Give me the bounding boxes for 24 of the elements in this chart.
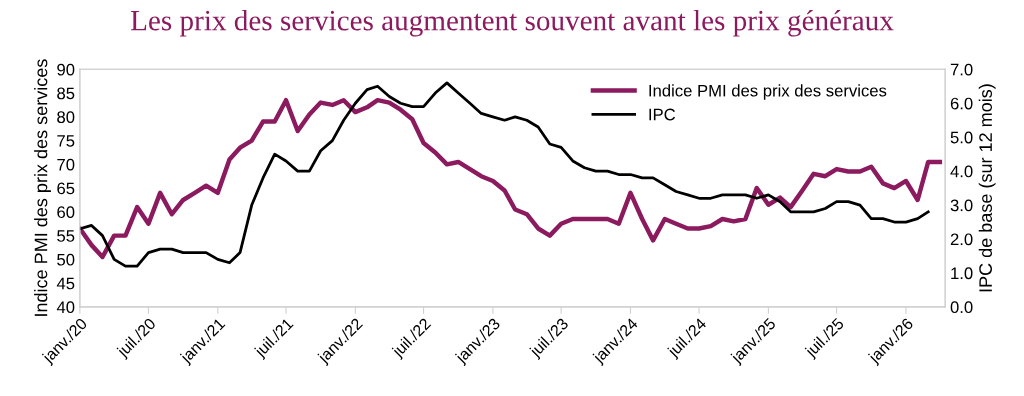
y-tick-label: 90 xyxy=(57,63,75,76)
y2-axis-title: IPC de base (sur 12 mois) xyxy=(978,84,996,292)
y2-tick-label: 4.0 xyxy=(950,165,973,178)
y-tick-label: 50 xyxy=(57,253,75,266)
y-tick-label: 60 xyxy=(57,206,75,219)
legend-label: IPC xyxy=(649,108,676,121)
y-tick-label: 70 xyxy=(57,158,75,171)
legend-label: Indice PMI des prix des services xyxy=(649,84,887,100)
y-tick-label: 65 xyxy=(57,182,75,195)
y2-tick-label: 7.0 xyxy=(950,63,973,76)
y2-tick-label: 6.0 xyxy=(950,97,973,110)
y-tick-label: 85 xyxy=(57,87,75,100)
y2-tick-label: 3.0 xyxy=(950,199,973,212)
y-tick-label: 80 xyxy=(57,111,75,124)
y2-tick-label: 1.0 xyxy=(951,267,973,280)
y2-tick-label: 2.0 xyxy=(950,233,973,246)
y-tick-label: 75 xyxy=(57,135,75,147)
y-tick-label: 45 xyxy=(56,277,75,290)
y-tick-label: 40 xyxy=(56,301,75,314)
y2-tick-label: 0.0 xyxy=(950,301,973,314)
y2-tick-label: 5.0 xyxy=(950,131,973,144)
y-tick-label: 55 xyxy=(57,230,75,242)
chart-title: Les prix des services augmentent souvent avant les prix généraux xyxy=(130,9,894,37)
y-axis-title: Indice PMI des prix des services xyxy=(34,59,51,316)
